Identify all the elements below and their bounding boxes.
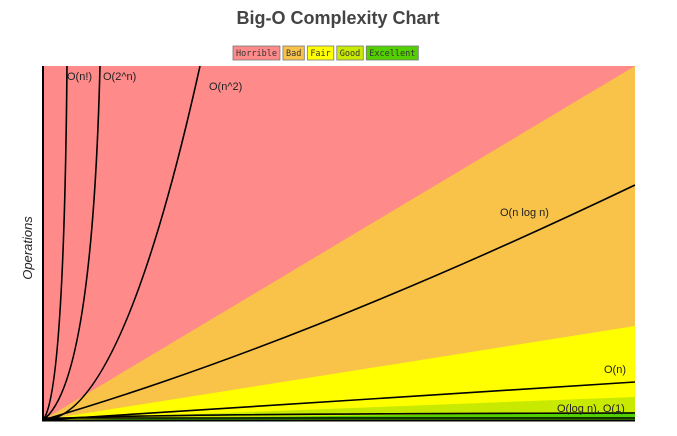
legend-swatch	[282, 45, 305, 61]
curve-label: O(n^2)	[209, 81, 242, 93]
legend-label: Excellent	[369, 49, 415, 59]
legend-label: Horrible	[236, 49, 277, 59]
legend-label: Fair	[310, 49, 330, 59]
region-fair	[43, 326, 635, 420]
curve	[42, 184, 636, 421]
curve-label: O(n!)	[67, 71, 92, 83]
curve	[42, 65, 101, 421]
legend-swatch	[306, 45, 335, 61]
curve-label: O(2^n)	[103, 71, 136, 83]
curve-label: O(log n), O(1)	[557, 403, 625, 415]
legend-label: Bad	[286, 49, 301, 59]
legend-swatch	[365, 45, 419, 61]
curve	[42, 65, 68, 421]
region-bad	[43, 66, 635, 420]
curve	[42, 381, 636, 421]
curve-label: O(n)	[604, 364, 626, 376]
curve-label: O(n log n)	[500, 207, 549, 219]
y-axis-label: Operations	[20, 216, 35, 280]
legend-label: Good	[340, 49, 360, 59]
chart-title: Big-O Complexity Chart	[236, 8, 439, 28]
legend-swatch	[232, 45, 281, 61]
legend: Horrible Bad Fair Good Excellent	[232, 45, 419, 61]
legend-swatch	[336, 45, 364, 61]
